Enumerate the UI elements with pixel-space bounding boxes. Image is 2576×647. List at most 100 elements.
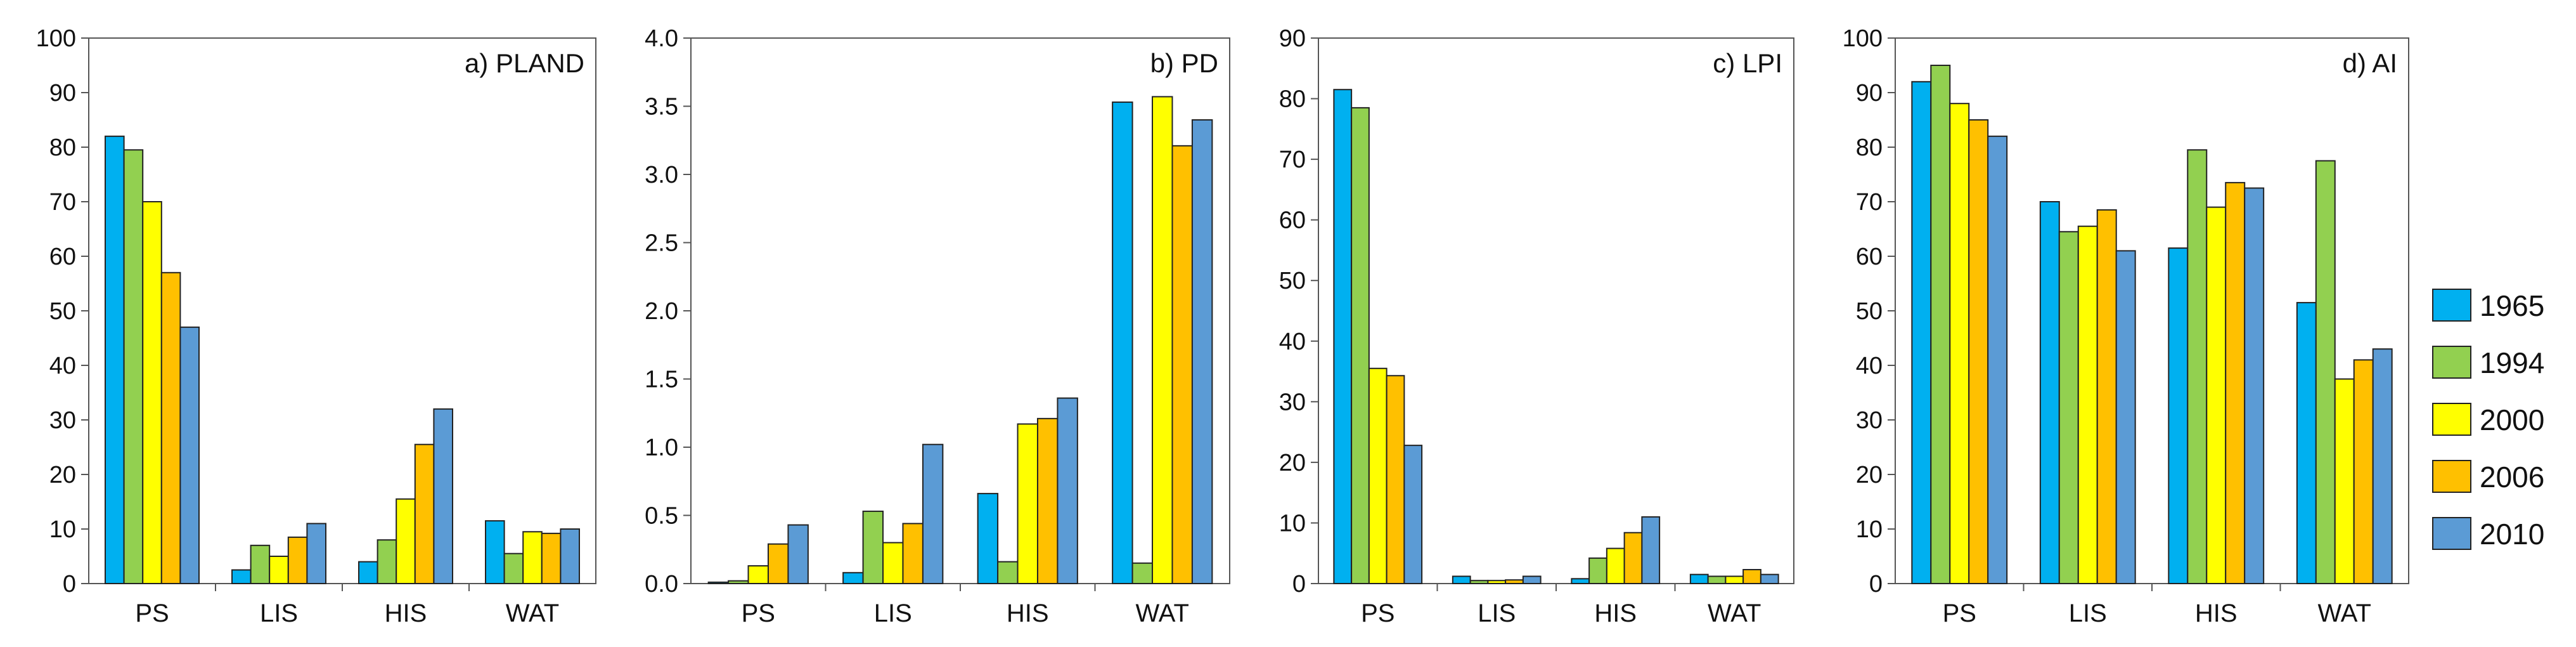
d-ai-bar-lis-1965 [2039,201,2060,584]
c-lpi-bar-ps-2010 [1403,445,1423,585]
a-pland-bar-his-1965 [358,561,378,584]
b-pd-ytick-label: 1.0 [645,435,678,461]
b-pd-ytick-label: 4.0 [645,25,678,52]
legend-swatch-1994 [2432,346,2471,379]
legend-item-1965: 1965 [2432,289,2544,322]
a-pland-bar-his-2000 [396,498,416,585]
c-lpi-bar-ps-2006 [1386,375,1405,584]
c-lpi-bar-ps-2000 [1368,367,1388,584]
b-pd-ytick-label: 0.0 [645,571,678,598]
chart-panel-ai: 0 10 20 30 40 50 60 70 80 90 100 PS LIS HIS WAT d) AI [1843,25,2409,627]
d-ai-bar-his-2006 [2225,181,2246,584]
d-ai-bar-ps-1965 [1911,81,1932,585]
c-lpi-ytick-label: 90 [1279,25,1306,52]
b-pd-bar-lis-1965 [842,572,864,584]
c-lpi-ytick-label: 20 [1279,450,1306,476]
d-ai-ytick-label: 40 [1856,353,1883,379]
c-lpi-ytick-label: 10 [1279,510,1306,537]
d-ai-bar-wat-2000 [2334,378,2355,584]
c-lpi-ytick-label: 30 [1279,389,1306,415]
d-ai-ytick-label: 30 [1856,407,1883,434]
d-ai-ytick-label: 60 [1856,244,1883,270]
a-pland-panel-title: a) PLAND [465,48,584,78]
b-pd-bar-his-2000 [1017,423,1038,585]
c-lpi-bar-wat-2010 [1760,573,1779,585]
a-pland-bar-ps-1994 [123,149,144,585]
a-pland-ytick-label: 70 [49,189,76,216]
a-pland-bar-lis-2000 [269,556,289,584]
c-lpi-category-label-ps: PS [1361,599,1394,627]
b-pd-bar-wat-1994 [1131,562,1154,584]
d-ai-bar-lis-2010 [2115,250,2136,584]
d-ai-ytick-label: 80 [1856,134,1883,161]
c-lpi-bar-lis-2000 [1487,580,1507,585]
c-lpi-bar-wat-2006 [1742,569,1761,584]
c-lpi-bar-his-1994 [1588,557,1607,584]
b-pd-bar-wat-2010 [1191,119,1213,584]
d-ai-bar-his-2000 [2206,206,2227,585]
b-pd-ytick-label: 3.0 [645,162,678,188]
chart-panel-pd: 0.0 0.5 1.0 1.5 2.0 2.5 3.0 3.5 4.0 PS LIS HIS WAT b)… [645,25,1230,627]
a-pland-ytick-label: 80 [49,134,76,161]
a-pland-bar-lis-1994 [250,544,271,584]
a-pland-ytick-label: 50 [49,298,76,325]
d-ai-bar-ps-2010 [1987,135,2008,585]
d-ai-ytick-label: 90 [1856,80,1883,107]
c-lpi-bar-lis-1965 [1452,575,1471,584]
d-ai-ytick-label: 10 [1856,516,1883,543]
a-pland-bar-ps-2010 [179,326,200,584]
d-ai-ytick-label: 70 [1856,189,1883,216]
d-ai-bar-lis-2000 [2077,225,2098,584]
b-pd-ytick-label: 2.0 [645,298,678,325]
c-lpi-bar-ps-1994 [1351,107,1370,584]
c-lpi-bar-lis-2006 [1505,579,1524,584]
a-pland-bar-lis-2010 [306,523,326,585]
c-lpi-category-label-wat: WAT [1708,599,1761,627]
b-pd-ytick-label: 1.5 [645,367,678,393]
d-ai-ytick-label: 20 [1856,462,1883,488]
c-lpi-bar-his-2010 [1641,516,1661,585]
a-pland-bar-ps-2000 [142,201,162,584]
c-lpi-bar-wat-1994 [1707,575,1727,584]
b-pd-ytick-label: 3.5 [645,94,678,121]
c-lpi-bar-his-2000 [1606,547,1625,584]
c-lpi-bar-wat-1965 [1689,573,1709,585]
b-pd-bar-wat-2000 [1152,96,1173,584]
b-pd-bar-his-2010 [1057,397,1078,584]
a-pland-bar-ps-2006 [160,271,181,584]
b-pd-category-label-lis: LIS [874,599,912,627]
d-ai-bar-wat-2006 [2353,359,2374,585]
legend-label-1965: 1965 [2480,289,2544,322]
d-ai-category-label-lis: LIS [2069,599,2107,627]
d-ai-bar-ps-2000 [1949,103,1970,584]
legend-label-2006: 2006 [2480,461,2544,493]
d-ai-bar-lis-2006 [2096,209,2117,584]
a-pland-ytick-label: 0 [63,571,76,598]
b-pd-bar-his-1994 [997,561,1019,584]
d-ai-bar-his-1965 [2168,247,2189,585]
a-pland-bar-wat-2010 [560,528,581,584]
d-ai-ytick-label: 100 [1843,25,1883,52]
a-pland-bar-his-2006 [414,443,435,585]
legend-item-1994: 1994 [2432,346,2544,379]
d-ai-bar-ps-1994 [1930,65,1951,584]
d-ai-bar-his-1994 [2187,149,2208,585]
b-pd-bar-ps-2010 [787,524,809,584]
a-pland-bar-his-1994 [377,539,397,585]
a-pland-bar-wat-1994 [503,552,524,585]
b-pd-ytick-label: 0.5 [645,503,678,530]
c-lpi-category-label-his: HIS [1594,599,1637,627]
chart-panel-lpi: 0 10 20 30 40 50 60 70 80 90 PS LIS HIS WAT c) LPI [1279,25,1794,627]
c-lpi-bar-lis-2010 [1522,575,1542,584]
b-pd-category-label-his: HIS [1007,599,1049,627]
d-ai-category-label-ps: PS [1943,599,1976,627]
legend-swatch-2010 [2432,517,2471,550]
b-pd-ytick-label: 2.5 [645,230,678,257]
b-pd-bar-lis-1994 [862,511,884,584]
b-pd-category-label-wat: WAT [1136,599,1189,627]
c-lpi-ytick-label: 80 [1279,86,1306,113]
a-pland-ytick-label: 30 [49,407,76,434]
c-lpi-panel-title: c) LPI [1713,48,1782,78]
c-lpi-category-label-lis: LIS [1478,599,1516,627]
chart-panel-pland: 0 10 20 30 40 50 60 70 80 90 100 PS LIS HIS WAT a) PLAN… [36,25,596,627]
